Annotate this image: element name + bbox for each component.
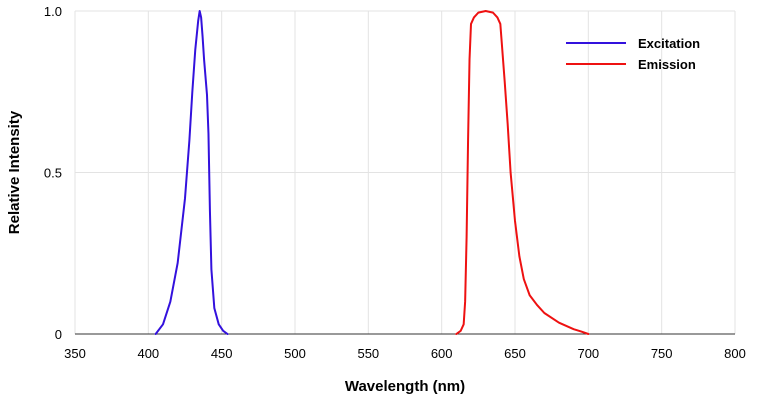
- x-tick-label-400: 400: [137, 346, 159, 361]
- y-tick-label-1: 1.0: [44, 4, 62, 19]
- x-tick-label-600: 600: [431, 346, 453, 361]
- x-tick-label-750: 750: [651, 346, 673, 361]
- y-tick-label-0-5: 0.5: [44, 166, 62, 181]
- grid: [74, 10, 736, 334]
- x-tick-label-500: 500: [284, 346, 306, 361]
- y-tick-label-0: 0: [55, 327, 62, 342]
- legend: Excitation Emission: [566, 36, 700, 72]
- y-tick-labels: 0 0.5 1.0: [44, 4, 62, 342]
- x-tick-label-700: 700: [577, 346, 599, 361]
- x-tick-label-800: 800: [724, 346, 746, 361]
- x-tick-label-650: 650: [504, 346, 526, 361]
- series-line-emission: [455, 10, 590, 335]
- legend-label-emission: Emission: [638, 57, 696, 72]
- x-tick-label-550: 550: [357, 346, 379, 361]
- x-axis-title: Wavelength (nm): [345, 378, 465, 395]
- x-tick-label-450: 450: [211, 346, 233, 361]
- legend-label-excitation: Excitation: [638, 36, 700, 51]
- series-line-excitation: [154, 10, 229, 335]
- x-tick-labels: 350 400 450 500 550 600 650 700 750 800: [64, 346, 746, 361]
- y-axis-title: Relative Intensity: [6, 110, 23, 234]
- x-tick-label-350: 350: [64, 346, 86, 361]
- series: [154, 10, 590, 335]
